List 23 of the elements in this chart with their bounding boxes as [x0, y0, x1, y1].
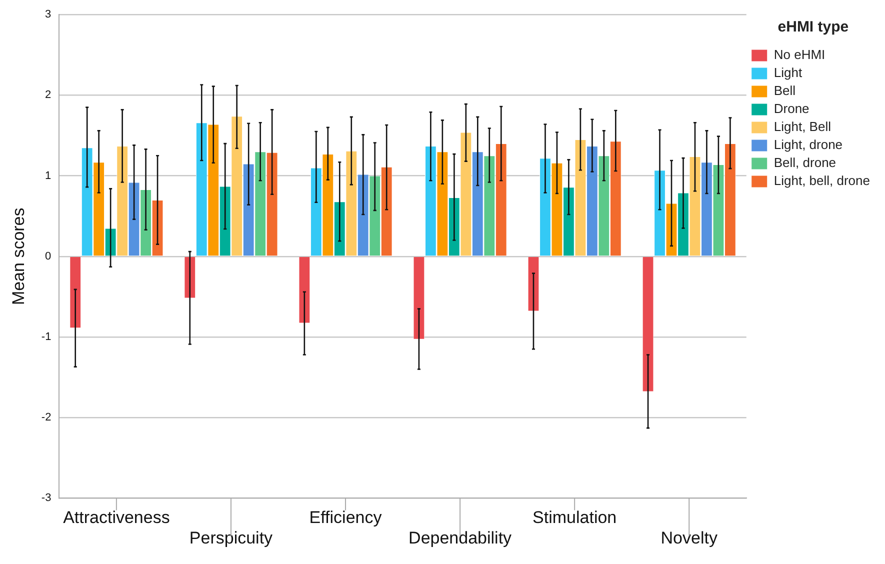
x-tick-label: Efficiency	[309, 508, 382, 528]
legend-label: Bell	[774, 83, 796, 98]
y-tick-label: 1	[45, 170, 52, 182]
legend-label: Light	[774, 65, 802, 80]
y-tick-label: -1	[41, 331, 52, 344]
x-tick-label: Stimulation	[532, 508, 617, 528]
y-axis-title: Mean scores	[8, 208, 28, 306]
x-tick-label: Perspicuity	[189, 528, 274, 548]
legend-label: No eHMI	[774, 47, 826, 62]
legend-label: Light, bell, drone	[774, 173, 870, 188]
legend-title: eHMI type	[778, 18, 849, 36]
x-tick-label: Dependability	[408, 528, 512, 548]
legend-label: Bell, drone	[774, 155, 836, 170]
x-tick-label: Novelty	[660, 528, 718, 548]
legend-label: Drone	[774, 101, 810, 116]
legend-label: Light, Bell	[774, 119, 832, 134]
y-tick-label: 0	[45, 250, 52, 262]
legend-label: Light, drone	[774, 137, 843, 152]
y-tick-label: -3	[41, 492, 52, 504]
y-tick-label: 3	[45, 8, 52, 21]
y-tick-label: 2	[45, 89, 52, 102]
x-tick-label: Attractiveness	[63, 508, 170, 528]
y-tick-label: -2	[41, 412, 52, 424]
